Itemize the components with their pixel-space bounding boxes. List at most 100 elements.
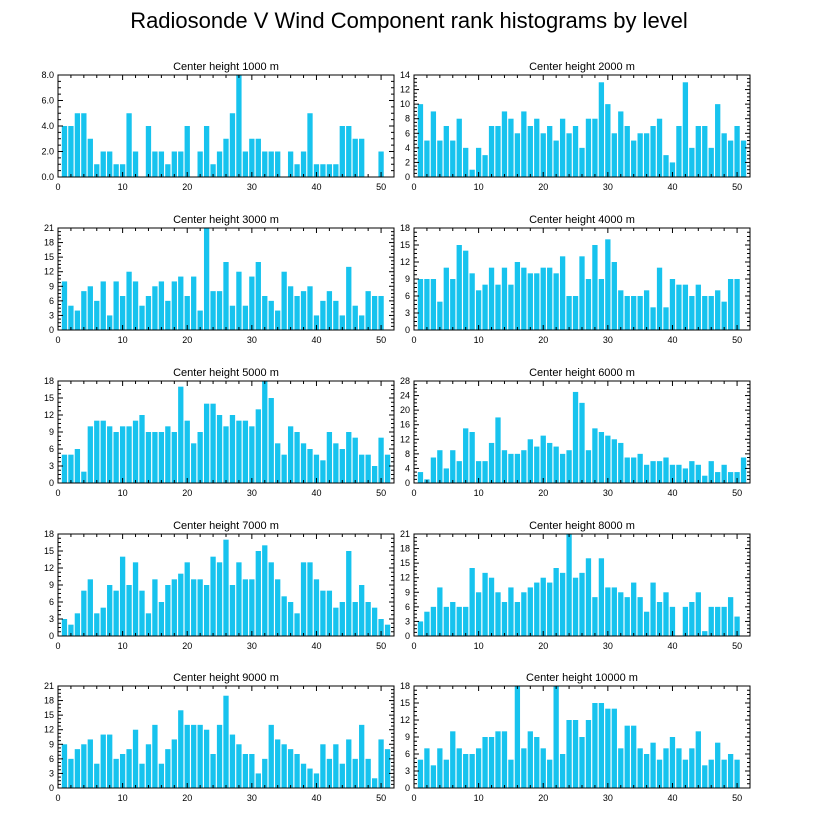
histogram-bar (87, 426, 93, 483)
histogram-bar (637, 296, 643, 330)
histogram-bar (456, 245, 462, 330)
histogram-bar (521, 111, 527, 177)
y-tick-label: 3 (49, 614, 54, 624)
histogram-bar (669, 162, 676, 177)
histogram-bar (437, 587, 443, 636)
histogram-bar (540, 748, 546, 788)
y-tick-label: 28 (400, 376, 410, 386)
histogram-bar (475, 290, 482, 330)
histogram-bar (378, 619, 384, 636)
histogram-bar (236, 562, 242, 636)
histogram-bar (249, 138, 255, 177)
histogram-bar (352, 758, 358, 788)
x-tick-label: 30 (247, 335, 257, 345)
histogram-bar (437, 748, 443, 788)
x-tick-label: 10 (474, 335, 484, 345)
y-tick-label: 18 (400, 223, 410, 233)
histogram-bar (255, 551, 261, 636)
x-tick-label: 10 (118, 182, 128, 192)
histogram-bar (443, 759, 449, 788)
histogram-bar (346, 739, 352, 788)
x-tick-label: 40 (311, 793, 321, 803)
histogram-bar (488, 267, 495, 330)
histogram-bar (514, 453, 521, 483)
histogram-bar (87, 138, 93, 177)
y-tick-label: 9 (49, 427, 54, 437)
histogram-bar (113, 164, 119, 177)
histogram-bar (437, 450, 443, 483)
histogram-bar (495, 126, 501, 177)
histogram-bar (527, 439, 533, 483)
histogram-bar (708, 606, 714, 636)
histogram-bar (643, 464, 650, 483)
histogram-bar (126, 749, 132, 788)
histogram-bar (352, 437, 358, 483)
histogram-bar (734, 759, 740, 788)
histogram-bar (508, 587, 514, 636)
x-tick-label: 0 (55, 641, 60, 651)
x-tick-label: 20 (182, 488, 192, 498)
histogram-bar (579, 402, 585, 483)
histogram-bar (631, 582, 637, 636)
histogram-bar (242, 305, 249, 330)
histogram-bar (521, 267, 527, 330)
histogram-bar (262, 381, 268, 483)
y-tick-label: 6.0 (41, 96, 54, 106)
histogram-bar (229, 113, 236, 177)
histogram-bar (514, 686, 521, 788)
x-tick-label: 30 (247, 641, 257, 651)
x-tick-label: 0 (55, 182, 60, 192)
x-tick-label: 50 (732, 488, 742, 498)
histogram-bar (268, 151, 274, 177)
histogram-bar (715, 742, 721, 788)
y-tick-label: 12 (44, 725, 54, 735)
histogram-bar (216, 291, 223, 330)
histogram-bar (605, 587, 611, 636)
histogram-bar (508, 284, 514, 330)
y-tick-label: 0 (49, 631, 54, 641)
histogram-bar (469, 754, 475, 788)
histogram-bar (262, 296, 268, 330)
histogram-bar (132, 420, 139, 483)
histogram-bar (702, 475, 708, 483)
x-tick-label: 30 (247, 488, 257, 498)
histogram-bar (566, 296, 572, 330)
y-tick-label: 2 (405, 157, 410, 167)
histogram-bar (637, 453, 643, 483)
histogram-bar (534, 118, 540, 177)
y-tick-label: 6 (405, 128, 410, 138)
histogram-bar (456, 748, 462, 788)
histogram-bar (527, 126, 533, 177)
y-tick-label: 21 (400, 529, 410, 539)
histogram-bar (695, 284, 701, 330)
histogram-bar (94, 420, 100, 483)
histogram-bar (249, 426, 255, 483)
histogram-bar (339, 449, 345, 483)
y-tick-label: 0 (405, 478, 410, 488)
histogram-bar (262, 758, 268, 788)
histogram-bar (262, 151, 268, 177)
histogram-bar (495, 417, 501, 483)
histogram-bar (559, 754, 566, 788)
histogram-bar (514, 133, 521, 177)
histogram-bar (547, 582, 553, 636)
histogram-bar (145, 432, 152, 483)
histogram-bar (268, 300, 274, 330)
histogram-bar (663, 457, 669, 483)
y-tick-label: 12 (400, 715, 410, 725)
histogram-bar (508, 118, 514, 177)
histogram-bar (727, 597, 734, 636)
histogram-bar (566, 450, 572, 483)
y-tick-label: 9 (405, 732, 410, 742)
histogram-bar (275, 151, 281, 177)
histogram-bar (682, 606, 689, 636)
y-tick-label: 9 (49, 739, 54, 749)
histogram-bar (287, 749, 294, 788)
histogram-bar (579, 737, 585, 788)
histogram-bar (210, 164, 216, 177)
histogram-bar (475, 461, 482, 483)
histogram-bar (165, 585, 171, 636)
histogram-bar (300, 443, 307, 483)
histogram-bar (68, 305, 74, 330)
histogram-bar (158, 151, 165, 177)
